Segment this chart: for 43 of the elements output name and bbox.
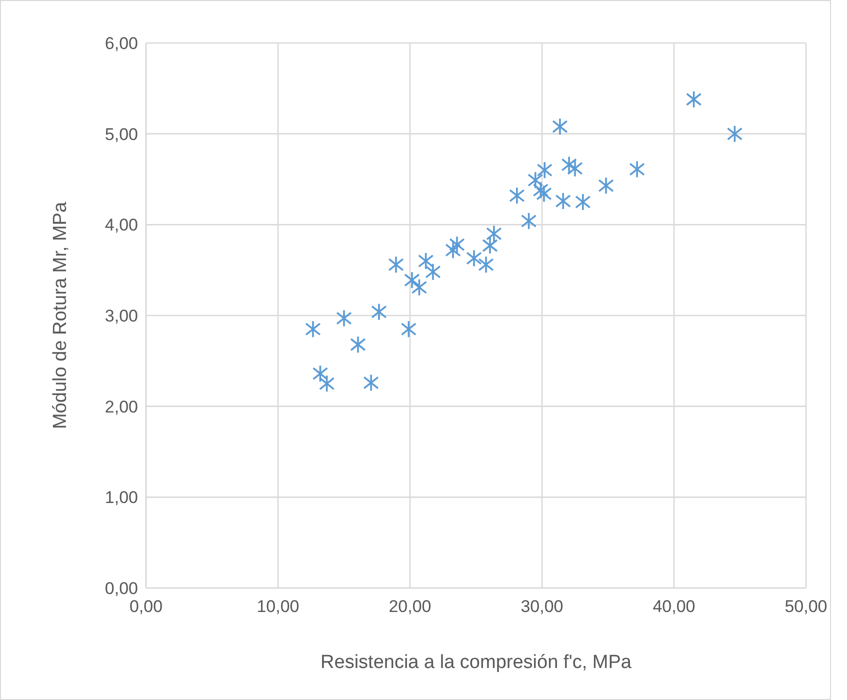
point — [520, 212, 537, 230]
point — [400, 320, 417, 338]
x-tick-label: 50,00 — [784, 597, 828, 616]
y-tick-label: 1,00 — [104, 488, 138, 508]
point — [305, 320, 321, 338]
point — [555, 192, 571, 210]
y-tick-label: 0,00 — [104, 578, 138, 598]
point — [536, 161, 552, 180]
point — [575, 193, 591, 211]
point — [445, 241, 461, 259]
y-tick-label: 5,00 — [104, 124, 138, 144]
point — [350, 336, 366, 354]
point — [598, 176, 614, 195]
x-tick-label: 40,00 — [652, 597, 696, 616]
point — [336, 309, 352, 328]
point — [567, 159, 583, 178]
y-tick-label: 2,00 — [104, 397, 138, 416]
point — [486, 224, 502, 243]
point — [478, 256, 494, 274]
x-tick-label: 10,00 — [256, 597, 300, 616]
point — [466, 249, 482, 268]
point — [561, 156, 577, 174]
point — [509, 186, 525, 204]
point — [482, 236, 498, 254]
point — [449, 236, 465, 254]
y-tick-label: 4,00 — [104, 216, 138, 235]
point — [686, 90, 702, 108]
point — [532, 181, 549, 200]
point — [363, 374, 379, 392]
x-axis-title: Resistencia a la compresión f'c, MPa — [320, 652, 632, 673]
y-tick-label: 3,00 — [104, 306, 138, 326]
x-tick-label: 30,00 — [520, 597, 564, 616]
point — [388, 256, 404, 274]
y-axis-title: Módulo de Rotura Mr, MPa — [50, 202, 71, 430]
y-tick-label: 6,00 — [104, 34, 138, 53]
point — [629, 160, 645, 178]
point — [411, 278, 428, 296]
point — [371, 302, 387, 321]
x-tick-label: 0,00 — [129, 597, 163, 616]
point — [404, 271, 420, 289]
point — [726, 124, 743, 143]
x-tick-label: 20,00 — [388, 597, 432, 616]
point — [552, 118, 568, 136]
